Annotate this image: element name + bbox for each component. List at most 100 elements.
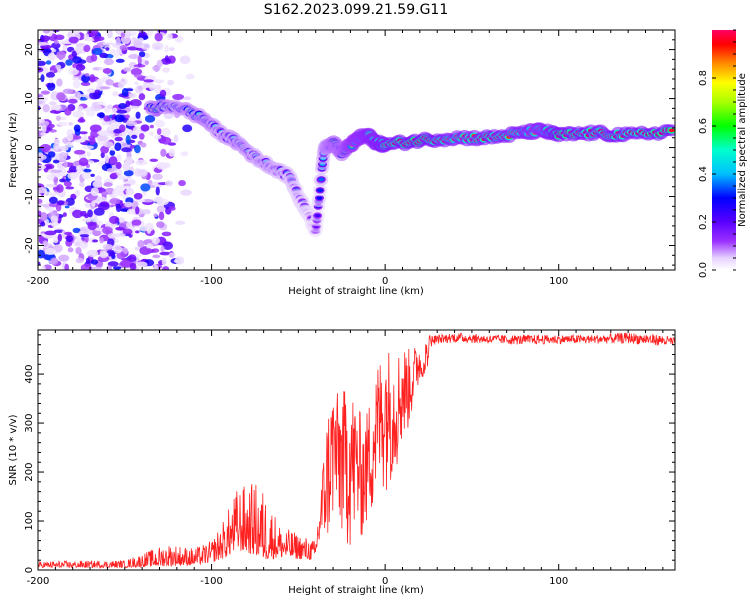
spectrogram-noise-cell xyxy=(121,147,132,153)
spectrogram-noise-cell xyxy=(144,115,156,123)
spectrogram-noise-cell xyxy=(63,181,72,187)
spectrogram-noise-cell xyxy=(38,41,49,46)
spectrogram-noise-cell xyxy=(86,151,91,157)
spectrogram-noise-cell xyxy=(50,222,59,228)
spectrogram-y-tick-label: 20 xyxy=(24,43,35,56)
spectrogram-noise-cell xyxy=(108,252,115,257)
spectrogram-noise-cell xyxy=(113,245,123,254)
spectrogram-noise-cell xyxy=(144,60,149,66)
spectrogram-noise-cell xyxy=(125,30,131,38)
spectrogram-noise-cell xyxy=(149,158,159,162)
spectrogram-noise-cell xyxy=(133,39,142,48)
spectrogram-noise-cell xyxy=(45,183,58,188)
spectrogram-noise-cell xyxy=(109,133,115,138)
spectrogram-noise-cell xyxy=(132,126,142,135)
spectrogram-noise-cell xyxy=(124,156,133,166)
spectrogram-noise-cell xyxy=(83,44,91,53)
spectrogram-noise-cell xyxy=(56,50,66,60)
spectrogram-noise-cell xyxy=(84,213,89,219)
spectrogram-noise-cell xyxy=(125,114,130,119)
spectrogram-noise-cell xyxy=(129,99,142,107)
spectrogram-noise-cell xyxy=(54,110,61,114)
spectrogram-noise-cell xyxy=(134,81,139,85)
spectrogram-noise-cell xyxy=(156,205,166,213)
spectrogram-y-tick-label: 10 xyxy=(24,92,35,105)
spectrogram-noise-cell xyxy=(85,110,96,117)
colorbar-gradient xyxy=(712,30,736,270)
spectrogram-noise-cell xyxy=(75,63,86,71)
spectrogram-noise-cell xyxy=(131,219,142,226)
spectrogram-peak-cell xyxy=(317,188,324,193)
spectrogram-noise-cell xyxy=(118,103,127,109)
spectrogram-noise-cell xyxy=(99,86,111,90)
spectrogram-noise-cell xyxy=(120,77,128,86)
spectrogram-noise-cell xyxy=(114,114,126,123)
colorbar-tick-label: 0.6 xyxy=(698,118,709,134)
spectrogram-noise-cell xyxy=(134,246,140,251)
snr-y-tick-label: 400 xyxy=(24,365,35,384)
spectrogram-noise-cell xyxy=(90,259,99,265)
spectrogram-noise-cell xyxy=(39,212,48,221)
spectrogram-noise-cell xyxy=(119,44,129,51)
spectrogram-noise-cell xyxy=(79,131,88,135)
spectrogram-noise-cell xyxy=(114,238,119,243)
spectrogram-noise-cell xyxy=(146,247,152,255)
spectrogram-noise-cell xyxy=(160,245,165,253)
spectrogram-noise-cell xyxy=(107,261,119,267)
spectrogram-peak-cell xyxy=(314,213,321,218)
spectrogram-noise-cell xyxy=(38,164,47,170)
spectrogram-noise-cell xyxy=(180,151,189,157)
spectrogram-noise-cell xyxy=(153,264,159,270)
spectrogram-noise-cell xyxy=(104,154,110,164)
spectrogram-noise-cell xyxy=(133,192,143,200)
spectrogram-noise-cell xyxy=(45,60,52,65)
spectrogram-noise-cell xyxy=(130,201,139,208)
spectrogram-noise-cell xyxy=(164,180,173,187)
spectrogram-noise-cell xyxy=(58,121,68,127)
spectrogram-x-tick-label: 0 xyxy=(382,276,388,287)
spectrogram-noise-cell xyxy=(118,217,126,223)
spectrogram-noise-cell xyxy=(164,44,169,53)
spectrogram-noise-cell xyxy=(155,119,165,128)
spectrogram-noise-cell xyxy=(75,189,80,197)
spectrogram-noise-cell xyxy=(182,124,193,133)
spectrogram-noise-cell xyxy=(64,263,70,270)
spectrogram-noise-cell xyxy=(40,90,50,95)
spectrogram-noise-cell xyxy=(86,249,99,258)
spectrogram-noise-cell xyxy=(109,198,121,205)
spectrogram-noise-cell xyxy=(121,88,129,97)
spectrogram-noise-cell xyxy=(68,98,78,104)
spectrogram-noise-cell xyxy=(65,235,74,243)
spectrogram-noise-cell xyxy=(128,62,137,69)
snr-x-tick-label: -100 xyxy=(200,576,223,587)
spectrogram-noise-cell xyxy=(39,143,52,152)
spectrogram-noise-cell xyxy=(50,104,62,111)
spectrogram-noise-cell xyxy=(116,168,123,177)
spectrogram-noise-cell xyxy=(174,256,185,265)
spectrogram-noise-cell xyxy=(138,85,143,91)
spectrogram-noise-cell xyxy=(65,59,73,66)
spectrogram-x-tick-label: 100 xyxy=(549,276,568,287)
snr-x-tick-label: -200 xyxy=(27,576,50,587)
spectrogram-noise-cell xyxy=(64,231,72,236)
spectrogram-noise-cell xyxy=(51,49,57,53)
spectrogram-noise-cell xyxy=(90,104,102,112)
spectrogram-noise-cell xyxy=(46,82,56,91)
spectrogram-noise-cell xyxy=(80,263,92,270)
colorbar-tick-label: 0.4 xyxy=(698,166,709,182)
colorbar-label: Normalized spectral amplitude xyxy=(737,73,748,227)
spectrogram-noise-cell xyxy=(40,35,51,42)
spectrogram-noise-cell xyxy=(141,209,151,215)
spectrogram-noise-cell xyxy=(48,196,58,204)
spectrogram-noise-cell xyxy=(114,142,122,152)
snr-y-tick-label: 200 xyxy=(24,462,35,481)
spectrogram-noise-cell xyxy=(138,132,145,140)
spectrogram-noise-cell xyxy=(156,59,163,68)
spectrogram-noise-cell xyxy=(38,60,47,66)
spectrogram-noise-cell xyxy=(90,129,100,138)
spectrogram-noise-cell xyxy=(72,110,84,118)
spectrogram-noise-cell xyxy=(130,68,143,76)
